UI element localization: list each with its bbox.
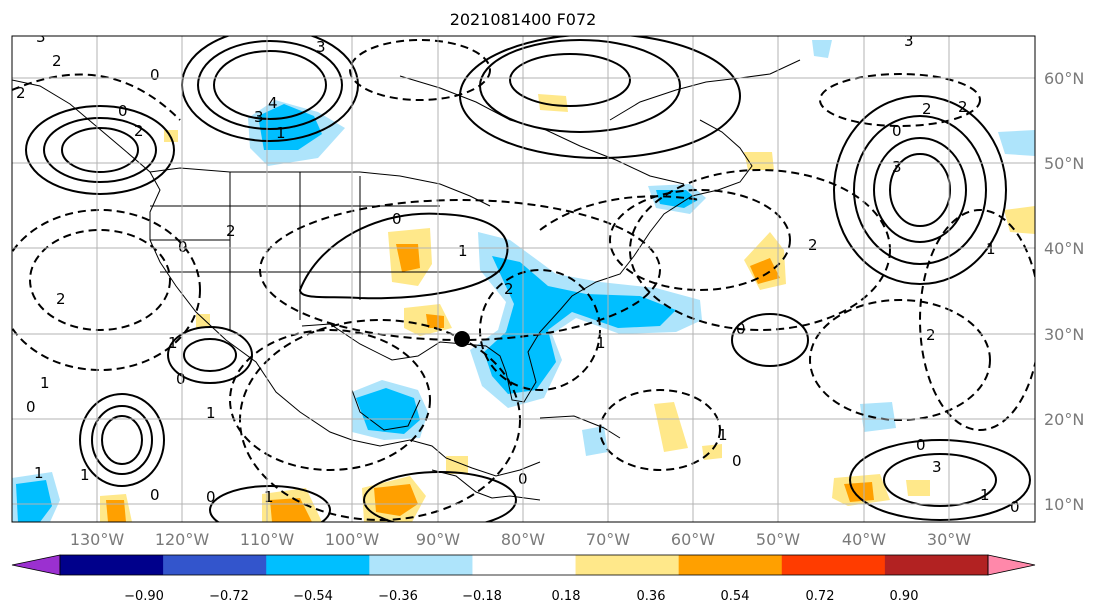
lon-label: 130°W xyxy=(70,530,125,549)
map-frame xyxy=(11,35,1036,523)
contour-label: 3 xyxy=(904,32,914,50)
lat-label: 50°N xyxy=(1044,154,1084,173)
colorbar-swatch xyxy=(678,555,783,575)
contour-label: 3 xyxy=(892,158,902,176)
colorbar-tick-label: −0.72 xyxy=(209,589,249,604)
map-title: 2021081400 F072 xyxy=(450,10,597,29)
contour-label: 2 xyxy=(16,84,26,102)
contour-label: 2 xyxy=(134,122,144,140)
contour-label: 0 xyxy=(892,122,902,140)
contour-label: 3 xyxy=(932,458,942,476)
colorbar-swatch xyxy=(472,555,577,575)
storm-center-marker xyxy=(454,331,470,347)
colorbar-tick-label: 0.72 xyxy=(806,589,835,604)
contour-label: 0 xyxy=(206,488,216,506)
colorbar-tick-label: −0.36 xyxy=(378,589,418,604)
lat-label: 30°N xyxy=(1044,325,1084,344)
contour-lines-negative xyxy=(12,39,1035,521)
contour-label: 1 xyxy=(458,242,468,260)
latitude-labels: 60°N 50°N 40°N 30°N 20°N 10°N xyxy=(1044,69,1084,514)
contour-label: 1 xyxy=(40,374,50,392)
colorbar-swatch xyxy=(575,555,680,575)
contour-label: 3 xyxy=(254,108,264,126)
contour-label: 0 xyxy=(150,486,160,504)
colorbar-swatch xyxy=(60,555,164,575)
lon-label: 70°W xyxy=(586,530,630,549)
contour-label: 1 xyxy=(718,426,728,444)
colorbar-swatch xyxy=(884,555,989,575)
lat-label: 20°N xyxy=(1044,410,1084,429)
contour-label: 2 xyxy=(504,280,514,298)
colorbar-tick-label: 0.90 xyxy=(890,589,919,604)
contour-label: 0 xyxy=(26,398,36,416)
contour-lines xyxy=(25,36,1031,522)
contour-label: 3 xyxy=(36,28,46,46)
contour-label: 0 xyxy=(118,102,128,120)
contour-label: 1 xyxy=(276,124,286,142)
lat-label: 60°N xyxy=(1044,69,1084,88)
graticule xyxy=(12,36,1035,522)
colorbar-tick-label: −0.54 xyxy=(293,589,333,604)
contour-label: 1 xyxy=(80,466,90,484)
lon-label: 60°W xyxy=(671,530,715,549)
contour-label: 3 xyxy=(316,38,326,56)
contour-label: 4 xyxy=(268,94,278,112)
contour-label: 0 xyxy=(732,452,742,470)
colorbar-swatch xyxy=(369,555,473,575)
lon-label: 80°W xyxy=(501,530,545,549)
colorbar-swatch xyxy=(163,555,267,575)
longitude-labels: 130°W 120°W 110°W 100°W 90°W 80°W 70°W 6… xyxy=(70,530,971,549)
contour-label: 0 xyxy=(916,436,926,454)
colorbar-tick-label: −0.18 xyxy=(462,589,502,604)
contour-label: 0 xyxy=(392,210,402,228)
contour-label: 0 xyxy=(1010,498,1020,516)
colorbar-swatch xyxy=(781,555,886,575)
contour-label: 2 xyxy=(958,98,968,116)
contour-label: 1 xyxy=(168,334,178,352)
colorbar-tick-label: 0.36 xyxy=(637,589,666,604)
shaded-anomaly-field xyxy=(12,40,1035,522)
colorbar-tick-label: −0.90 xyxy=(124,589,164,604)
colorbar: −0.90 −0.72 −0.54 −0.36 −0.18 0.18 0.36 … xyxy=(11,554,1036,604)
contour-label: 2 xyxy=(922,100,932,118)
colorbar-extend-low xyxy=(11,554,61,576)
lon-label: 110°W xyxy=(240,530,295,549)
contour-label: 0 xyxy=(150,66,160,84)
contour-label: 1 xyxy=(34,464,44,482)
contour-label: 0 xyxy=(176,370,186,388)
contour-label: 2 xyxy=(52,52,62,70)
lat-label: 40°N xyxy=(1044,239,1084,258)
contour-label: 1 xyxy=(264,488,274,506)
lon-label: 90°W xyxy=(416,530,460,549)
colorbar-tick-label: 0.18 xyxy=(552,589,581,604)
colorbar-extend-high xyxy=(987,554,1036,576)
colorbar-swatches xyxy=(11,554,1036,576)
contour-label: 1 xyxy=(206,404,216,422)
lon-label: 50°W xyxy=(756,530,800,549)
contour-label: 0 xyxy=(178,238,188,256)
colorbar-ticks: −0.90 −0.72 −0.54 −0.36 −0.18 0.18 0.36 … xyxy=(124,589,918,604)
lon-label: 100°W xyxy=(325,530,380,549)
contour-label: 1 xyxy=(596,334,606,352)
colorbar-swatch xyxy=(266,555,370,575)
contour-label: 2 xyxy=(926,326,936,344)
lon-label: 40°W xyxy=(842,530,886,549)
lat-label: 10°N xyxy=(1044,495,1084,514)
colorbar-frame xyxy=(59,554,989,576)
contour-label: 1 xyxy=(986,240,996,258)
lon-label: 120°W xyxy=(155,530,210,549)
contour-label: 2 xyxy=(56,290,66,308)
map-panel: 3 2 0 2 3 4 3 1 2 0 0 2 3 2 3 0 2 1 3 0 … xyxy=(12,28,1035,522)
contour-label: 2 xyxy=(226,222,236,240)
lon-label: 30°W xyxy=(927,530,971,549)
contour-label: 1 xyxy=(980,486,990,504)
contour-labels: 3 2 0 2 3 4 3 1 2 0 0 2 3 2 3 0 2 1 3 0 … xyxy=(16,28,1020,516)
contour-label: 0 xyxy=(736,320,746,338)
contour-label: 2 xyxy=(808,236,818,254)
colorbar-tick-label: 0.54 xyxy=(721,589,750,604)
